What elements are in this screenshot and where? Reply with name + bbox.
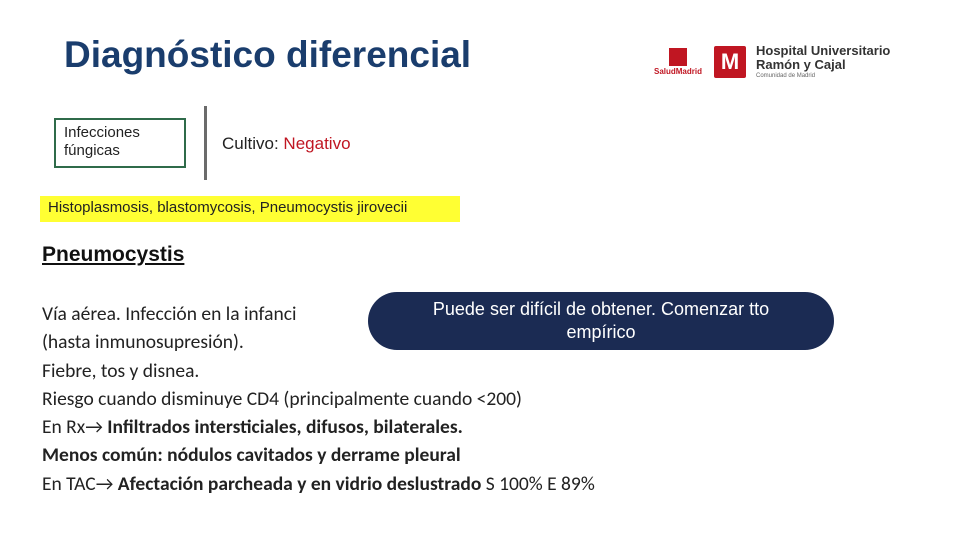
callout-line1: Puede ser difícil de obtener. Comenzar t… [392,298,810,321]
callout-line2: empírico [392,321,810,344]
hospital-name-line2: Ramón y Cajal [756,58,890,72]
body-l2: (hasta inmunosupresión). [42,330,244,354]
body-l7-tail: S 100% E 89% [481,472,594,496]
salud-madrid-logo: SaludMadrid [652,42,704,82]
body-l4: Riesgo cuando disminuye CD4 (principalme… [42,387,522,411]
arrow-icon: → [85,415,103,439]
vertical-connector [204,106,207,180]
callout-bubble: Puede ser difícil de obtener. Comenzar t… [368,292,834,350]
infecciones-box: Infecciones fúngicas [54,118,186,168]
hospital-sublabel: Comunidad de Madrid [756,73,890,79]
body-l6-bold: Menos común: nódulos cavitados y derrame… [42,443,461,467]
body-l5-bold: Infiltrados intersticiales, difusos, bil… [103,415,463,439]
slide: Diagnóstico diferencial SaludMadrid M Ho… [0,0,960,540]
salud-label: SaludMadrid [654,67,702,76]
body-l5-pre: En Rx [42,415,85,439]
section-heading: Pneumocystis [42,243,184,267]
cultivo-line: Cultivo: Negativo [222,134,351,154]
body-l7-bold: Afectación parcheada y en vidrio deslust… [113,472,481,496]
body-l1: Vía aérea. Infección en la infanci [42,302,296,326]
hospital-name-line1: Hospital Universitario [756,44,890,58]
madrid-m-mark: M [714,46,746,78]
arrow-icon: → [96,472,114,496]
cultivo-label: Cultivo: [222,134,283,153]
cultivo-value: Negativo [283,134,350,153]
page-title: Diagnóstico diferencial [64,34,471,76]
body-l7-pre: En TAC [42,472,96,496]
infecciones-line1: Infecciones [64,124,140,141]
highlight-bar: Histoplasmosis, blastomycosis, Pneumocys… [40,196,460,222]
body-l3: Fiebre, tos y disnea. [42,359,199,383]
cross-icon [669,48,687,66]
hospital-name: Hospital Universitario Ramón y Cajal Com… [756,44,890,80]
hospital-logo: SaludMadrid M Hospital Universitario Ram… [652,38,912,86]
infecciones-line2: fúngicas [64,142,120,159]
